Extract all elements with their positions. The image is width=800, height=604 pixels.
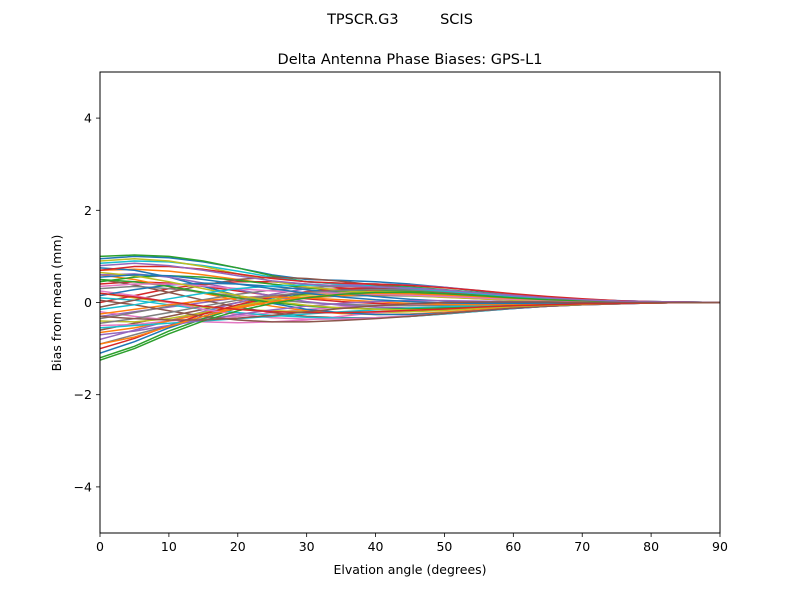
chart-title: Delta Antenna Phase Biases: GPS-L1: [278, 52, 543, 68]
x-axis-label: Elvation angle (degrees): [333, 562, 486, 577]
x-tick-label: 90: [712, 539, 728, 554]
x-tick-label: 30: [299, 539, 315, 554]
y-tick-label: −2: [74, 387, 92, 402]
plot-area: [99, 71, 721, 534]
x-tick-label: 70: [574, 539, 590, 554]
x-tick-label: 80: [643, 539, 659, 554]
series-line-45: [100, 262, 720, 304]
y-tick-label: −4: [74, 479, 92, 494]
x-tick-label: 10: [161, 539, 177, 554]
y-axis: −4 −2 0 2 4: [74, 111, 100, 494]
chart-suptitle: TPSCR.G3 SCIS: [326, 12, 473, 28]
x-tick-label: 0: [96, 539, 104, 554]
y-tick-label: 0: [84, 295, 92, 310]
y-tick-label: 4: [84, 111, 92, 126]
y-axis-label: Bias from mean (mm): [49, 235, 64, 372]
series-line-46: [100, 301, 720, 321]
x-tick-label: 60: [505, 539, 521, 554]
x-tick-label: 20: [230, 539, 246, 554]
y-tick-label: 2: [84, 203, 92, 218]
x-tick-label: 50: [436, 539, 452, 554]
x-axis: 0 10 20 30 40 50 60 70 80 90: [96, 533, 728, 554]
series-line-44: [100, 292, 720, 314]
series-layer: [100, 254, 720, 361]
x-tick-label: 40: [368, 539, 384, 554]
